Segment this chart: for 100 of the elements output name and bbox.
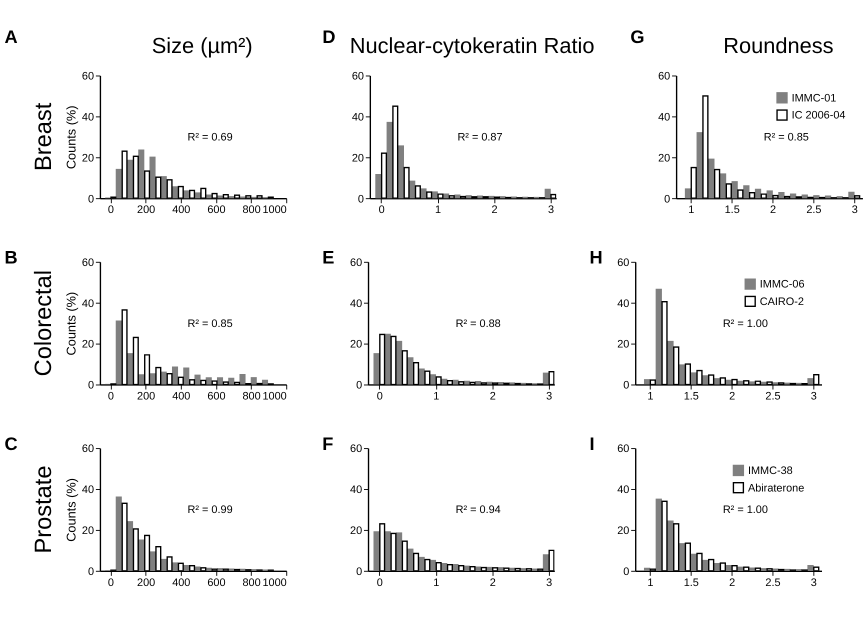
x-tick-label: 2 <box>770 204 776 216</box>
text: Roundness <box>723 32 834 58</box>
x-tick-label: 1 <box>433 576 440 589</box>
x-tick-label: 800 <box>242 576 261 589</box>
x-tick-label: 0 <box>108 576 114 589</box>
y-tick-label: 40 <box>658 112 670 124</box>
annotation: R² = 0.88 <box>456 318 501 330</box>
x-tick-label: 3 <box>810 576 817 589</box>
chart-title: H <box>590 248 603 268</box>
y-axis-title: Counts (%) <box>64 292 79 356</box>
y-tick-label: 60 <box>617 256 630 269</box>
x-tick-label: 2.5 <box>765 390 781 403</box>
y-tick-label: 60 <box>658 70 670 83</box>
chart-title: D <box>322 26 336 47</box>
x-tick-label: 200 <box>137 390 156 403</box>
x-tick-label: 1000 <box>262 390 287 403</box>
y-tick-label: 0 <box>664 193 670 206</box>
y-tick-label: 0 <box>356 566 362 578</box>
y-tick-label: 40 <box>350 484 362 496</box>
x-tick-label: 400 <box>172 576 190 589</box>
x-tick-label: 0 <box>108 204 114 216</box>
x-tick-label: 200 <box>137 576 156 589</box>
x-tick-label: 0 <box>376 390 383 403</box>
x-tick-label: 0 <box>376 576 383 589</box>
annotation: R² = 0.85 <box>188 318 233 330</box>
x-tick-label: 2.5 <box>765 576 781 589</box>
y-tick-label: 60 <box>352 70 364 83</box>
x-tick-label: 600 <box>207 390 226 403</box>
x-tick-label: 1 <box>433 390 440 403</box>
text: Colorectal <box>30 270 57 376</box>
x-tick-label: 3 <box>546 576 552 589</box>
x-tick-label: 1 <box>647 390 654 403</box>
x-tick-label: 1.5 <box>724 204 740 216</box>
x-tick-label: 3 <box>546 390 552 403</box>
x-tick-label: 2 <box>490 576 496 589</box>
y-tick-label: 60 <box>350 443 362 456</box>
y-tick-label: 0 <box>88 380 94 392</box>
annotation: R² = 0.69 <box>188 132 233 144</box>
y-tick-label: 40 <box>617 298 630 310</box>
annotation: R² = 0.94 <box>456 504 501 516</box>
x-tick-label: 3 <box>810 390 817 403</box>
y-tick-label: 20 <box>82 525 94 538</box>
chart-title: I <box>590 434 595 454</box>
x-tick-label: 800 <box>242 390 261 403</box>
x-tick-label: 1.5 <box>684 390 699 403</box>
x-tick-label: 3 <box>548 204 554 216</box>
y-tick-label: 0 <box>623 380 630 392</box>
annotation: R² = 0.87 <box>457 132 503 144</box>
x-tick-label: 400 <box>172 204 190 216</box>
annotation: R² = 0.99 <box>188 504 233 516</box>
x-tick-label: 600 <box>207 204 226 216</box>
y-tick-label: 0 <box>88 193 94 206</box>
y-tick-label: 40 <box>82 298 94 310</box>
x-tick-label: 2.5 <box>806 204 822 216</box>
y-tick-label: 60 <box>82 256 94 269</box>
legend-label: Abiraterone <box>748 482 804 494</box>
x-tick-label: 3 <box>852 204 858 216</box>
x-tick-label: 0 <box>378 204 385 216</box>
legend-label: IMMC-06 <box>760 278 805 291</box>
y-tick-label: 0 <box>88 566 94 578</box>
x-tick-label: 400 <box>172 390 190 403</box>
legend-label: CAIRO-2 <box>760 296 804 308</box>
x-tick-label: 800 <box>242 204 261 216</box>
y-tick-label: 40 <box>352 112 364 124</box>
chart-title: B <box>4 248 18 268</box>
y-tick-label: 20 <box>350 525 362 538</box>
y-tick-label: 20 <box>617 525 630 538</box>
x-tick-label: 1.5 <box>684 576 699 589</box>
x-tick-label: 2 <box>490 390 496 403</box>
annotation: R² = 1.00 <box>722 504 768 516</box>
chart-title: A <box>4 26 18 47</box>
y-tick-label: 0 <box>623 566 630 578</box>
x-tick-label: 0 <box>108 390 114 403</box>
y-tick-label: 60 <box>82 443 94 456</box>
y-tick-label: 20 <box>82 152 94 164</box>
x-tick-label: 1000 <box>262 576 287 589</box>
y-axis-title: Counts (%) <box>64 106 79 170</box>
chart-title: G <box>630 26 645 47</box>
legend-label: IMMC-38 <box>748 465 793 478</box>
text: Nuclear-cytokeratin Ratio <box>350 32 594 58</box>
y-tick-label: 60 <box>350 256 362 269</box>
x-tick-label: 1 <box>647 576 654 589</box>
y-tick-label: 40 <box>617 484 630 496</box>
annotation: R² = 0.85 <box>764 132 809 144</box>
x-tick-label: 2 <box>729 390 736 403</box>
chart-title: C <box>4 434 18 454</box>
x-tick-label: 600 <box>207 576 226 589</box>
text: Prostate <box>30 466 57 554</box>
x-tick-label: 2 <box>729 576 736 589</box>
chart-title: E <box>322 248 334 268</box>
y-tick-label: 60 <box>617 443 630 456</box>
y-tick-label: 0 <box>358 193 364 206</box>
annotation: R² = 1.00 <box>722 318 768 330</box>
y-tick-label: 20 <box>82 338 94 351</box>
y-tick-label: 20 <box>350 338 362 351</box>
y-tick-label: 40 <box>82 484 94 496</box>
y-tick-label: 20 <box>617 338 630 351</box>
y-tick-label: 60 <box>82 70 94 83</box>
y-tick-label: 20 <box>658 152 670 164</box>
y-tick-label: 40 <box>350 298 362 310</box>
